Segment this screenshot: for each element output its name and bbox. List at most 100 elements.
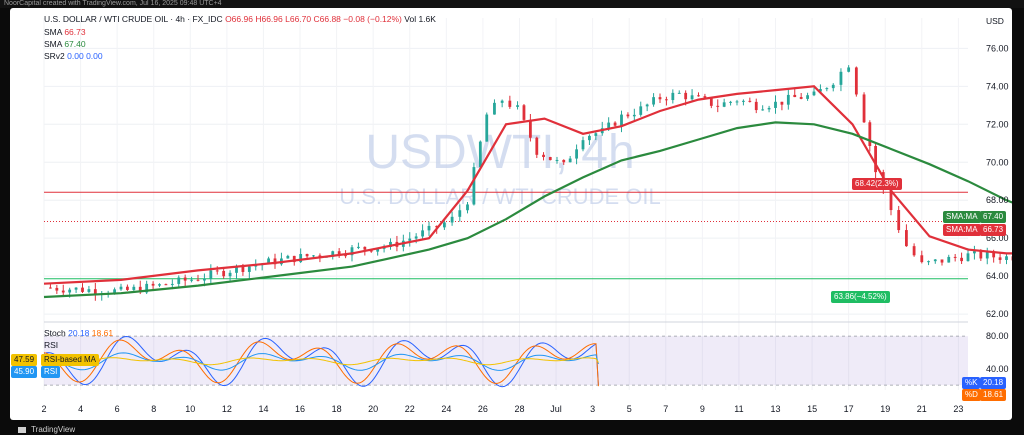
time-tick-label: 26 <box>478 404 488 414</box>
time-tick-label: 12 <box>222 404 232 414</box>
price-tick-label: 74.00 <box>986 81 1009 91</box>
currency-label[interactable]: USD <box>986 16 1004 26</box>
resistance-tag[interactable]: 68.42(2.3%) <box>852 178 902 190</box>
candle-body <box>548 157 552 161</box>
candle-body <box>331 251 335 257</box>
open-value: O66.96 <box>225 14 253 24</box>
rsi-legend-label: RSI <box>44 340 59 350</box>
candle-body <box>61 290 65 293</box>
time-tick-label: 24 <box>441 404 451 414</box>
sma-line-1 <box>43 85 1012 285</box>
candle-body <box>421 230 424 237</box>
candle-body <box>183 277 187 281</box>
candle-body <box>478 141 482 168</box>
time-tick-label: 10 <box>185 404 195 414</box>
candle-body <box>493 102 496 115</box>
candle-body <box>81 287 84 292</box>
candle-body <box>575 149 578 159</box>
candle-body <box>897 210 901 231</box>
price-chart[interactable]: USDWTI, 4h U.S. DOLLAR / WTI CRUDE OIL 6… <box>10 8 1012 420</box>
candle-body <box>305 254 309 257</box>
tradingview-logo-icon <box>18 426 26 433</box>
srv2-label: SRv2 <box>44 51 65 61</box>
candle-body <box>960 257 963 262</box>
time-tick-label: 13 <box>770 404 780 414</box>
high-value: H66.96 <box>255 14 283 24</box>
candle-body <box>292 255 296 263</box>
time-tick-label: 7 <box>663 404 668 414</box>
sma1-value: 66.73 <box>64 27 86 37</box>
time-tick-label: 5 <box>627 404 632 414</box>
osc-tick-label: 80.00 <box>986 331 1009 341</box>
candle-body <box>568 158 572 163</box>
candle-body <box>164 284 168 286</box>
sma-red-value-tag: 66.73 <box>980 224 1007 236</box>
candle-body <box>177 277 181 284</box>
candle-body <box>435 225 439 228</box>
candle-body <box>267 258 270 264</box>
candle-body <box>1005 256 1008 260</box>
candle-body <box>55 287 59 291</box>
sma-legend-2[interactable]: SMA 67.40 <box>44 39 86 49</box>
candle-body <box>458 210 462 217</box>
price-tick-label: 70.00 <box>986 157 1009 167</box>
time-tick-label: 11 <box>734 404 743 414</box>
candle-body <box>93 289 97 295</box>
price-tick-label: 68.00 <box>986 195 1009 205</box>
candle-body <box>312 255 315 257</box>
candle-body <box>209 270 213 279</box>
candle-body <box>819 89 822 92</box>
candle-body <box>132 286 136 290</box>
time-tick-label: 18 <box>332 404 342 414</box>
sma-line-2 <box>43 121 1012 299</box>
candle-body <box>522 105 526 120</box>
time-tick-label: 23 <box>953 404 963 414</box>
time-tick-label: 19 <box>880 404 890 414</box>
support-tag[interactable]: 63.86(−4.52%) <box>831 291 890 303</box>
srv2-legend[interactable]: SRv2 0.00 0.00 <box>44 51 103 61</box>
time-tick-label: Jul <box>550 404 562 414</box>
candle-body <box>389 241 392 247</box>
price-tick-label: 64.00 <box>986 271 1009 281</box>
rsi-legend[interactable]: RSI <box>44 340 58 350</box>
sma1-label: SMA <box>44 27 62 37</box>
candle-body <box>145 283 149 293</box>
stoch-d-value-tag: 18.61 <box>980 389 1007 401</box>
sma-legend-1[interactable]: SMA 66.73 <box>44 27 86 37</box>
candle-body <box>825 88 829 90</box>
time-tick-label: 21 <box>917 404 927 414</box>
time-tick-label: 3 <box>590 404 595 414</box>
candle-body <box>500 100 504 103</box>
stoch-label: Stoch <box>44 328 66 338</box>
candle-body <box>318 255 322 257</box>
stoch-legend[interactable]: Stoch 20.18 18.61 <box>44 328 113 338</box>
candle-body <box>620 114 623 126</box>
sma-green-value-tag: 67.40 <box>980 211 1007 223</box>
candle-body <box>761 109 765 111</box>
candle-body <box>722 102 726 107</box>
time-tick-label: 20 <box>368 404 378 414</box>
candle-body <box>151 283 155 286</box>
moving-averages <box>43 85 1012 299</box>
candle-body <box>516 105 519 107</box>
candle-body <box>466 204 469 211</box>
sma2-value: 67.40 <box>64 39 86 49</box>
chart-panel[interactable]: USDWTI, 4h U.S. DOLLAR / WTI CRUDE OIL 6… <box>10 8 1012 420</box>
candle-body <box>665 99 668 101</box>
price-tick-label: 66.00 <box>986 233 1009 243</box>
candle-body <box>68 289 72 293</box>
candle-body <box>985 252 989 259</box>
candle-body <box>542 154 545 158</box>
candle-body <box>940 259 944 263</box>
candle-body <box>427 225 431 231</box>
candle-body <box>49 287 52 289</box>
time-tick-label: 4 <box>78 404 83 414</box>
symbol-title: U.S. DOLLAR / WTI CRUDE OIL · 4h · FX_ID… <box>44 14 223 24</box>
candle-body <box>652 97 655 105</box>
time-tick-label: 14 <box>258 404 268 414</box>
candle-body <box>508 100 512 107</box>
candle-body <box>357 246 360 248</box>
low-value: L66.70 <box>285 14 312 24</box>
candle-body <box>927 261 930 263</box>
